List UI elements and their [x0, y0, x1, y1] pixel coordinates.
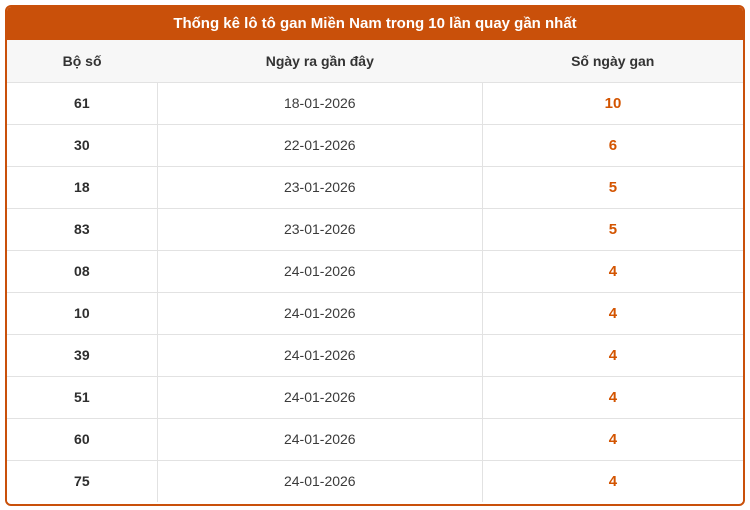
cell-last-date: 18-01-2026	[156, 82, 483, 124]
table-row: 61 18-01-2026 10	[7, 82, 743, 124]
cell-last-date: 23-01-2026	[156, 207, 483, 250]
cell-number: 10	[7, 291, 158, 334]
table-row: 39 24-01-2026 4	[7, 333, 743, 376]
table-row: 10 24-01-2026 4	[7, 291, 743, 334]
cell-number: 51	[7, 375, 158, 418]
col-header-gan-days: Số ngày gan	[482, 40, 743, 83]
cell-number: 39	[7, 333, 158, 376]
cell-gan-days: 10	[481, 82, 743, 124]
cell-last-date: 24-01-2026	[156, 249, 483, 292]
table-row: 83 23-01-2026 5	[7, 207, 743, 250]
gan-stats-table: Bộ số Ngày ra gần đây Số ngày gan 61 18-…	[7, 40, 743, 502]
header-row: Bộ số Ngày ra gần đây Số ngày gan	[7, 40, 743, 83]
cell-number: 61	[7, 82, 158, 124]
cell-gan-days: 4	[481, 459, 743, 502]
cell-number: 75	[7, 459, 158, 502]
table-row: 75 24-01-2026 4	[7, 459, 743, 502]
cell-last-date: 24-01-2026	[156, 459, 483, 502]
table-row: 51 24-01-2026 4	[7, 375, 743, 418]
cell-gan-days: 4	[481, 417, 743, 460]
cell-last-date: 24-01-2026	[156, 291, 483, 334]
cell-gan-days: 6	[481, 123, 743, 166]
cell-number: 83	[7, 207, 158, 250]
table-row: 60 24-01-2026 4	[7, 417, 743, 460]
cell-gan-days: 4	[481, 375, 743, 418]
cell-last-date: 24-01-2026	[156, 417, 483, 460]
cell-last-date: 24-01-2026	[156, 333, 483, 376]
table-body: 61 18-01-2026 10 30 22-01-2026 6 18 23-0…	[7, 82, 743, 502]
panel-title: Thống kê lô tô gan Miền Nam trong 10 lần…	[7, 7, 743, 40]
cell-gan-days: 5	[481, 165, 743, 208]
cell-gan-days: 4	[481, 333, 743, 376]
table-row: 30 22-01-2026 6	[7, 123, 743, 166]
cell-gan-days: 4	[481, 249, 743, 292]
table-header: Bộ số Ngày ra gần đây Số ngày gan	[7, 40, 743, 83]
cell-last-date: 24-01-2026	[156, 375, 483, 418]
cell-gan-days: 4	[481, 291, 743, 334]
cell-last-date: 23-01-2026	[156, 165, 483, 208]
col-header-number: Bộ số	[7, 40, 158, 83]
cell-gan-days: 5	[481, 207, 743, 250]
cell-number: 18	[7, 165, 158, 208]
col-header-last-date: Ngày ra gần đây	[157, 40, 483, 83]
cell-number: 60	[7, 417, 158, 460]
cell-number: 30	[7, 123, 158, 166]
cell-last-date: 22-01-2026	[156, 123, 483, 166]
lotto-gan-stats-panel: Thống kê lô tô gan Miền Nam trong 10 lần…	[5, 5, 745, 506]
table-row: 08 24-01-2026 4	[7, 249, 743, 292]
cell-number: 08	[7, 249, 158, 292]
table-row: 18 23-01-2026 5	[7, 165, 743, 208]
